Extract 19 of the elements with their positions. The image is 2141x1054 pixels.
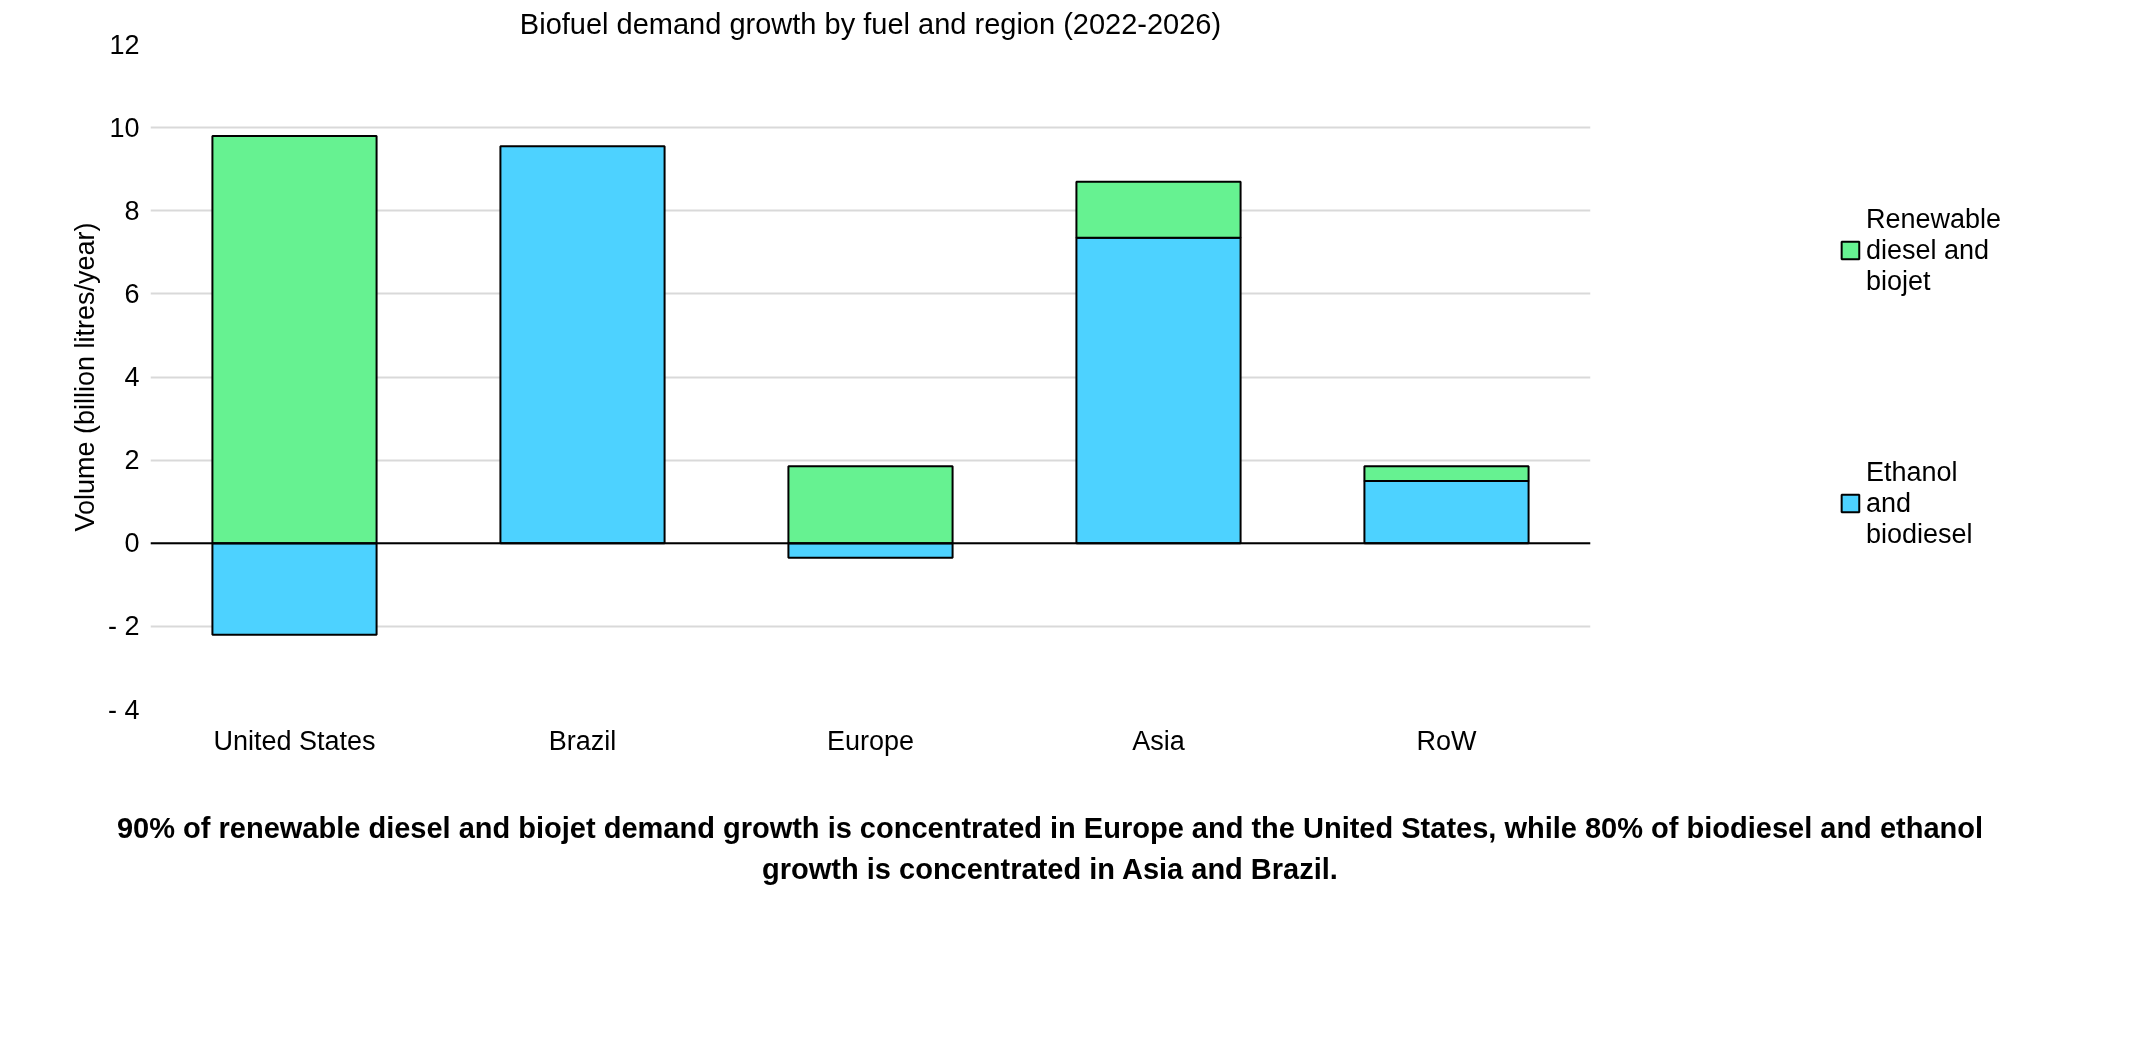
- x-tick-label: Asia: [1132, 725, 1186, 756]
- y-tick-label: 6: [124, 278, 140, 309]
- y-tick-label: 8: [124, 195, 140, 226]
- y-tick-label: 12: [109, 29, 140, 60]
- x-tick-label: Europe: [826, 725, 915, 756]
- legend-label: Renewable diesel and biojet: [1865, 203, 2002, 297]
- legend-label: Ethanol and biodiesel: [1865, 456, 1973, 550]
- y-tick-label: - 2: [107, 611, 140, 642]
- y-axis-title: Volume (billion litres/year): [69, 222, 100, 532]
- x-tick-label: United States: [213, 725, 376, 756]
- y-tick-label: 10: [109, 112, 140, 143]
- text: 90% of renewable diesel and biojet demand growth is concentrated in Europe and the United States, while 80% of biodiesel and ethanol growth is concentrated in Asia and Brazil.: [116, 811, 1984, 888]
- y-tick-label: - 4: [107, 694, 140, 725]
- chart-title: Biofuel demand growth by fuel and region (2022-2026): [519, 7, 1222, 40]
- x-tick-label: RoW: [1416, 725, 1478, 756]
- y-tick-label: 4: [124, 362, 140, 392]
- y-tick-label: 2: [124, 445, 140, 476]
- x-tick-label: Brazil: [548, 725, 617, 756]
- y-tick-label: 0: [124, 528, 140, 559]
